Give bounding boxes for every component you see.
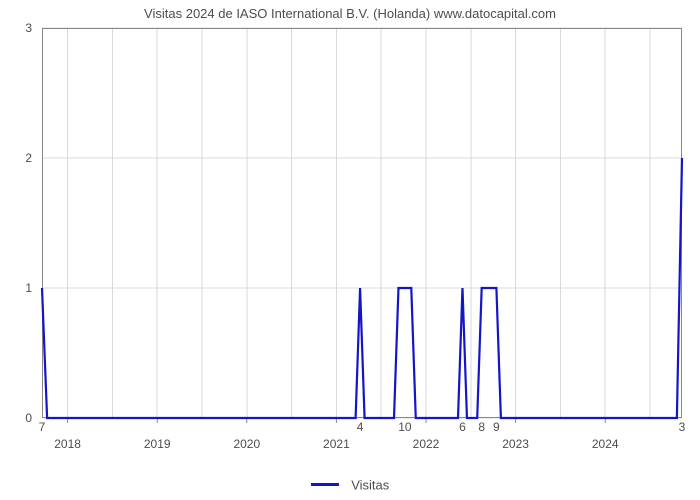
svg-text:0: 0 bbox=[25, 411, 32, 425]
svg-text:6: 6 bbox=[459, 420, 466, 434]
svg-text:1: 1 bbox=[25, 281, 32, 295]
point-labels: 7 4 10 689 3 bbox=[39, 420, 686, 434]
svg-text:2024: 2024 bbox=[592, 437, 619, 451]
x-tick-labels: 2018 2019 2020 2021 2022 2023 2024 bbox=[54, 437, 619, 451]
svg-text:3: 3 bbox=[679, 420, 686, 434]
chart-plot-area: 74106893 0123 20182019202020212022202320… bbox=[42, 28, 682, 440]
svg-text:2021: 2021 bbox=[323, 437, 350, 451]
svg-text:3: 3 bbox=[25, 21, 32, 35]
legend-label: Visitas bbox=[351, 477, 389, 492]
svg-text:10: 10 bbox=[398, 420, 412, 434]
svg-text:2: 2 bbox=[25, 151, 32, 165]
svg-text:2018: 2018 bbox=[54, 437, 81, 451]
svg-text:2023: 2023 bbox=[502, 437, 529, 451]
y-tick-labels: 0 1 2 3 bbox=[25, 21, 32, 425]
svg-text:8: 8 bbox=[478, 420, 485, 434]
legend: Visitas bbox=[0, 476, 700, 494]
svg-text:4: 4 bbox=[357, 420, 364, 434]
chart-title: Visitas 2024 de IASO International B.V. … bbox=[0, 6, 700, 21]
svg-text:2020: 2020 bbox=[233, 437, 260, 451]
svg-text:2022: 2022 bbox=[413, 437, 440, 451]
svg-text:9: 9 bbox=[493, 420, 500, 434]
legend-swatch bbox=[311, 483, 339, 486]
svg-text:2019: 2019 bbox=[144, 437, 171, 451]
svg-text:7: 7 bbox=[39, 420, 46, 434]
